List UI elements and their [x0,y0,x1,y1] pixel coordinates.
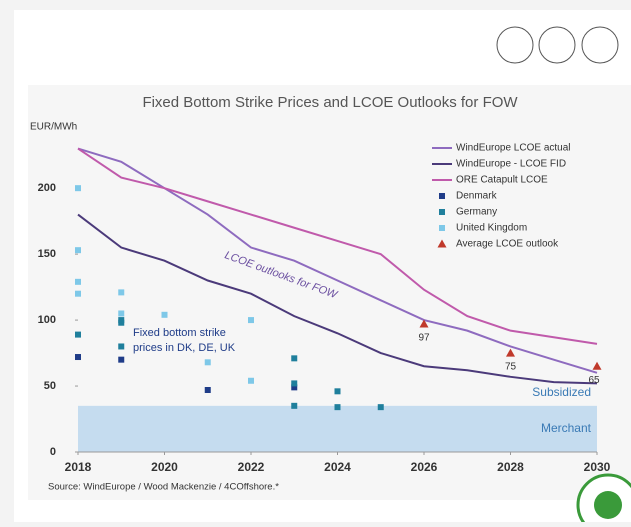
square-marker [118,317,125,324]
line-series [77,213,598,385]
square-marker [291,384,298,391]
y-tick-label: 200 [38,182,56,194]
square-marker [439,209,445,215]
square-marker [75,331,81,338]
triangle-marker [419,319,429,328]
x-tick-label: 2028 [497,460,524,474]
square-marker [439,193,445,199]
circle-icon[interactable] [496,26,534,64]
square-marker [204,359,211,366]
square-marker [118,310,125,317]
points-annotation: Fixed bottom strike [133,327,226,339]
square-marker [439,225,445,231]
triangle-marker [506,348,515,357]
square-marker [118,343,125,350]
y-axis-label: EUR/MWh [30,122,77,133]
x-tick-label: 2022 [238,460,265,474]
legend-label: Average LCOE outlook [456,239,559,250]
square-marker [248,377,254,384]
square-marker [291,355,298,362]
square-marker [291,402,298,409]
y-tick-label: 150 [38,248,56,260]
band-label: Merchant [541,421,592,435]
triangle-marker [592,361,602,370]
band [78,405,597,452]
x-tick-label: 2030 [584,460,611,474]
square-marker [248,317,254,324]
square-marker [291,380,298,387]
legend-label: Denmark [456,191,498,202]
x-tick-label: 2026 [411,460,438,474]
data-label: 97 [418,333,430,344]
legend-label: WindEurope - LCOE FID [456,159,566,170]
x-tick-label: 2020 [151,460,178,474]
x-tick-label: 2018 [65,460,92,474]
y-tick-label: 50 [44,380,56,392]
triangle-marker [437,239,447,248]
square-marker [118,289,125,296]
square-marker [334,388,341,395]
points-annotation: prices in DK, DE, UK [133,342,236,354]
square-marker [377,404,384,411]
circle-icon[interactable] [581,26,619,64]
y-tick-label: 0 [50,446,56,458]
band-label: Subsidized [532,385,591,399]
square-marker [75,354,81,361]
square-marker [75,290,81,297]
legend-label: Germany [456,207,497,218]
legend-label: United Kingdom [456,223,527,234]
square-marker [75,185,81,192]
circle-icon[interactable] [538,26,576,64]
square-marker [161,311,168,318]
legend-label: WindEurope LCOE actual [456,143,571,154]
square-marker [118,356,125,363]
badge-core [594,491,622,519]
source: Source: WindEurope / Wood Mackenzie / 4C… [48,482,279,493]
x-tick-label: 2024 [324,460,351,474]
square-marker [75,247,81,254]
square-marker [204,387,211,393]
legend-label: ORE Catapult LCOE [456,175,548,186]
square-marker [334,404,341,411]
y-tick-label: 100 [38,314,56,326]
data-label: 75 [505,362,517,373]
square-marker [75,278,81,285]
line-series [77,147,598,345]
data-label: 65 [588,375,600,386]
chart-title: Fixed Bottom Strike Prices and LCOE Outl… [142,94,518,111]
